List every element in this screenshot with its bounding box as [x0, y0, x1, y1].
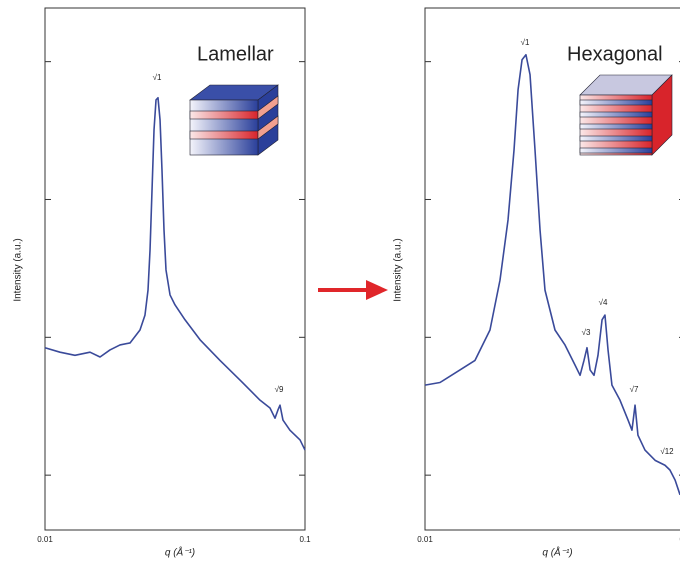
intensity-line	[424, 53, 680, 496]
chart-title: Lamellar	[197, 43, 274, 65]
chart-title: Hexagonal	[567, 43, 663, 65]
x-axis-label: q (Å⁻¹)	[542, 546, 572, 559]
peak-label: √1	[521, 38, 530, 47]
y-axis-label: Intensity (a.u.)	[393, 238, 404, 301]
x-tick-label: 0.01	[37, 535, 53, 544]
hexagonal-icon	[579, 74, 673, 156]
peak-label: √9	[275, 385, 284, 394]
plot-frame	[424, 7, 680, 531]
peak-label: √4	[599, 298, 608, 307]
lamellar-icon	[189, 84, 279, 156]
transition-arrow	[318, 280, 388, 300]
peak-label: √7	[630, 385, 639, 394]
y-axis-label: Intensity (a.u.)	[13, 238, 24, 301]
intensity-line	[44, 96, 306, 451]
x-tick-label: 0.1	[299, 535, 311, 544]
plot-frame	[44, 7, 306, 531]
x-tick-label: 0.01	[417, 535, 433, 544]
peak-label: √1	[153, 73, 162, 82]
x-axis-label: q (Å⁻¹)	[165, 546, 195, 559]
peak-label: √12	[660, 447, 674, 456]
peak-label: √3	[582, 328, 591, 337]
